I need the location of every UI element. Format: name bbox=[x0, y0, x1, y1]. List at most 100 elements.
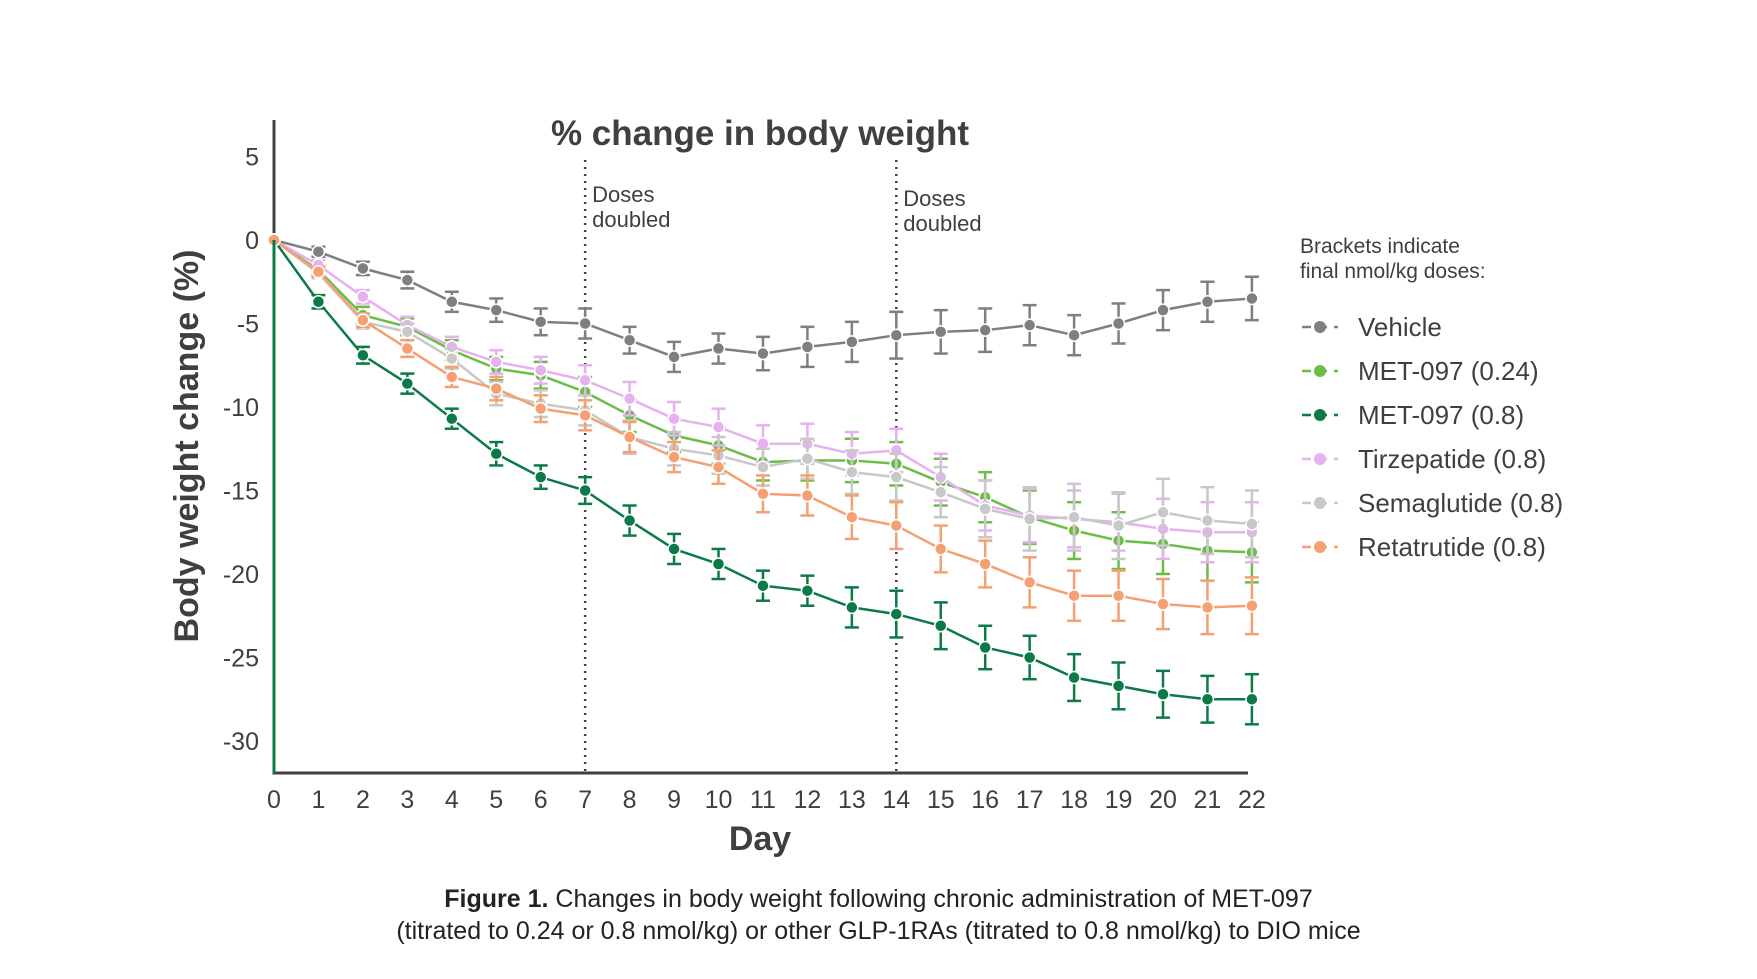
x-tick-label: 0 bbox=[267, 786, 281, 814]
data-point bbox=[445, 295, 459, 309]
legend-label: Tirzepatide (0.8) bbox=[1358, 444, 1546, 474]
x-tick-label: 13 bbox=[838, 786, 866, 814]
data-point bbox=[356, 313, 370, 327]
data-point bbox=[1111, 316, 1126, 331]
data-point bbox=[1156, 687, 1170, 701]
data-point bbox=[934, 619, 948, 633]
legend-label: Vehicle bbox=[1358, 312, 1442, 342]
data-point bbox=[800, 452, 815, 466]
data-point bbox=[1111, 588, 1126, 603]
data-point bbox=[800, 583, 815, 598]
data-point bbox=[1111, 518, 1126, 533]
x-tick-label: 1 bbox=[311, 786, 325, 814]
x-tick-label: 8 bbox=[623, 786, 637, 814]
legend-title: Brackets indicate bbox=[1300, 235, 1460, 258]
x-tick-label: 5 bbox=[489, 786, 503, 814]
data-point bbox=[622, 391, 637, 406]
data-point bbox=[1022, 575, 1037, 590]
x-tick-label: 18 bbox=[1060, 786, 1088, 814]
data-point bbox=[445, 370, 459, 384]
data-point bbox=[311, 295, 326, 309]
data-point bbox=[622, 333, 637, 347]
data-point bbox=[934, 542, 948, 556]
data-point bbox=[667, 411, 681, 426]
data-point bbox=[978, 323, 992, 337]
x-tick-label: 19 bbox=[1105, 786, 1133, 814]
x-tick-label: 22 bbox=[1238, 786, 1266, 814]
data-point bbox=[667, 450, 681, 464]
x-tick-label: 3 bbox=[400, 786, 414, 814]
data-point bbox=[1067, 670, 1081, 685]
data-point bbox=[400, 341, 415, 356]
legend-swatch-marker bbox=[1314, 409, 1326, 421]
y-tick-label: -20 bbox=[223, 561, 259, 589]
y-tick-label: -15 bbox=[223, 478, 259, 506]
legend-label: Semaglutide (0.8) bbox=[1358, 488, 1563, 518]
y-tick-label: -30 bbox=[223, 728, 259, 756]
data-point bbox=[711, 420, 726, 434]
x-tick-label: 10 bbox=[705, 786, 733, 814]
data-point bbox=[400, 376, 415, 391]
x-tick-label: 2 bbox=[356, 786, 370, 814]
data-point bbox=[1245, 598, 1259, 613]
data-point bbox=[400, 273, 415, 287]
data-point bbox=[445, 351, 459, 366]
data-point bbox=[1022, 650, 1037, 665]
data-point bbox=[978, 557, 992, 571]
data-point bbox=[1245, 291, 1259, 306]
data-point bbox=[845, 465, 859, 479]
x-tick-label: 20 bbox=[1149, 786, 1177, 814]
y-tick-label: 5 bbox=[245, 144, 259, 172]
x-tick-label: 12 bbox=[793, 786, 821, 814]
x-tick-label: 11 bbox=[750, 786, 776, 814]
data-point bbox=[978, 640, 992, 655]
data-point bbox=[756, 346, 770, 361]
data-point bbox=[845, 600, 859, 615]
data-point bbox=[1111, 679, 1126, 693]
data-point bbox=[311, 264, 326, 279]
data-point bbox=[578, 373, 592, 388]
data-point bbox=[445, 411, 459, 426]
x-tick-label: 21 bbox=[1194, 786, 1222, 814]
caption-label: Figure 1. bbox=[444, 885, 549, 913]
data-point bbox=[978, 502, 992, 516]
data-point bbox=[489, 303, 503, 317]
x-tick-label: 14 bbox=[882, 786, 910, 814]
legend-label: MET-097 (0.8) bbox=[1358, 400, 1524, 430]
x-tick-label: 9 bbox=[667, 786, 681, 814]
legend-swatch-marker bbox=[1314, 365, 1326, 377]
y-tick-label: 0 bbox=[245, 227, 259, 255]
data-point bbox=[711, 460, 726, 474]
data-point bbox=[1156, 505, 1170, 519]
data-point bbox=[1200, 692, 1215, 706]
dose-doubling-label: doubled bbox=[903, 211, 981, 236]
x-tick-label: 15 bbox=[927, 786, 955, 814]
x-axis-title: Day bbox=[729, 820, 791, 858]
data-point bbox=[1200, 295, 1215, 309]
dose-doubling-label: Doses bbox=[903, 186, 965, 211]
y-tick-label: -25 bbox=[223, 645, 259, 673]
y-tick-label: -5 bbox=[237, 311, 259, 339]
data-point bbox=[356, 348, 370, 362]
data-point bbox=[1022, 512, 1037, 526]
data-point bbox=[1245, 517, 1259, 531]
data-point bbox=[1022, 318, 1037, 332]
legend-swatch-marker bbox=[1314, 453, 1326, 465]
data-point bbox=[356, 290, 370, 304]
data-point bbox=[889, 518, 904, 533]
data-point bbox=[533, 470, 548, 484]
data-point bbox=[400, 325, 415, 339]
legend-swatch-marker bbox=[1314, 321, 1326, 333]
data-point bbox=[578, 483, 592, 498]
data-point bbox=[667, 542, 681, 556]
data-point bbox=[1156, 303, 1170, 317]
data-point bbox=[1067, 510, 1081, 524]
series-line-retatrutide-0-8 bbox=[273, 238, 1252, 609]
data-point bbox=[1200, 513, 1215, 528]
data-point bbox=[356, 261, 370, 276]
x-tick-label: 16 bbox=[971, 786, 999, 814]
data-point bbox=[489, 355, 503, 369]
legend-label: Retatrutide (0.8) bbox=[1358, 532, 1546, 562]
data-point bbox=[889, 328, 904, 342]
